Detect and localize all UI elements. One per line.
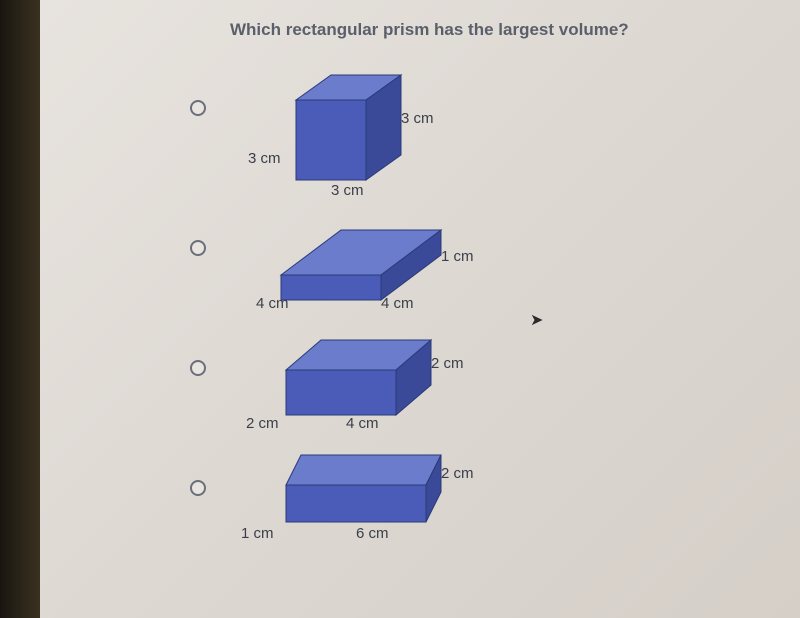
option-4[interactable]: 1 cm 6 cm 2 cm <box>190 450 780 540</box>
prism-3-container: 2 cm 4 cm 2 cm <box>226 330 526 430</box>
label-1-front: 3 cm <box>331 182 364 199</box>
label-3-right: 2 cm <box>431 355 464 372</box>
options-list: 3 cm 3 cm 3 cm 4 cm 4 cm 1 cm <box>190 70 780 540</box>
prism-2-container: 4 cm 4 cm 1 cm <box>226 210 526 310</box>
prism-4-container: 1 cm 6 cm 2 cm <box>226 450 526 540</box>
prism-1-svg <box>276 70 416 190</box>
quiz-content: Which rectangular prism has the largest … <box>60 0 780 540</box>
option-2[interactable]: 4 cm 4 cm 1 cm <box>190 210 780 310</box>
label-4-left: 1 cm <box>241 525 274 542</box>
radio-button-4[interactable] <box>190 480 206 496</box>
label-2-left: 4 cm <box>256 295 289 312</box>
label-2-right: 1 cm <box>441 248 474 265</box>
decorative-left-strip <box>0 0 40 618</box>
label-2-front: 4 cm <box>381 295 414 312</box>
label-1-right: 3 cm <box>401 110 434 127</box>
label-4-right: 2 cm <box>441 465 474 482</box>
label-4-front: 6 cm <box>356 525 389 542</box>
question-text: Which rectangular prism has the largest … <box>230 20 780 40</box>
prism-2-svg <box>266 220 466 310</box>
radio-button-3[interactable] <box>190 360 206 376</box>
radio-button-1[interactable] <box>190 100 206 116</box>
label-1-left: 3 cm <box>248 150 281 167</box>
radio-button-2[interactable] <box>190 240 206 256</box>
prism-1-container: 3 cm 3 cm 3 cm <box>226 70 526 190</box>
label-3-left: 2 cm <box>246 415 279 432</box>
prism-4-svg <box>276 450 476 530</box>
option-3[interactable]: 2 cm 4 cm 2 cm <box>190 330 780 430</box>
cursor-icon: ➤ <box>530 310 543 330</box>
label-3-front: 4 cm <box>346 415 379 432</box>
option-1[interactable]: 3 cm 3 cm 3 cm <box>190 70 780 190</box>
